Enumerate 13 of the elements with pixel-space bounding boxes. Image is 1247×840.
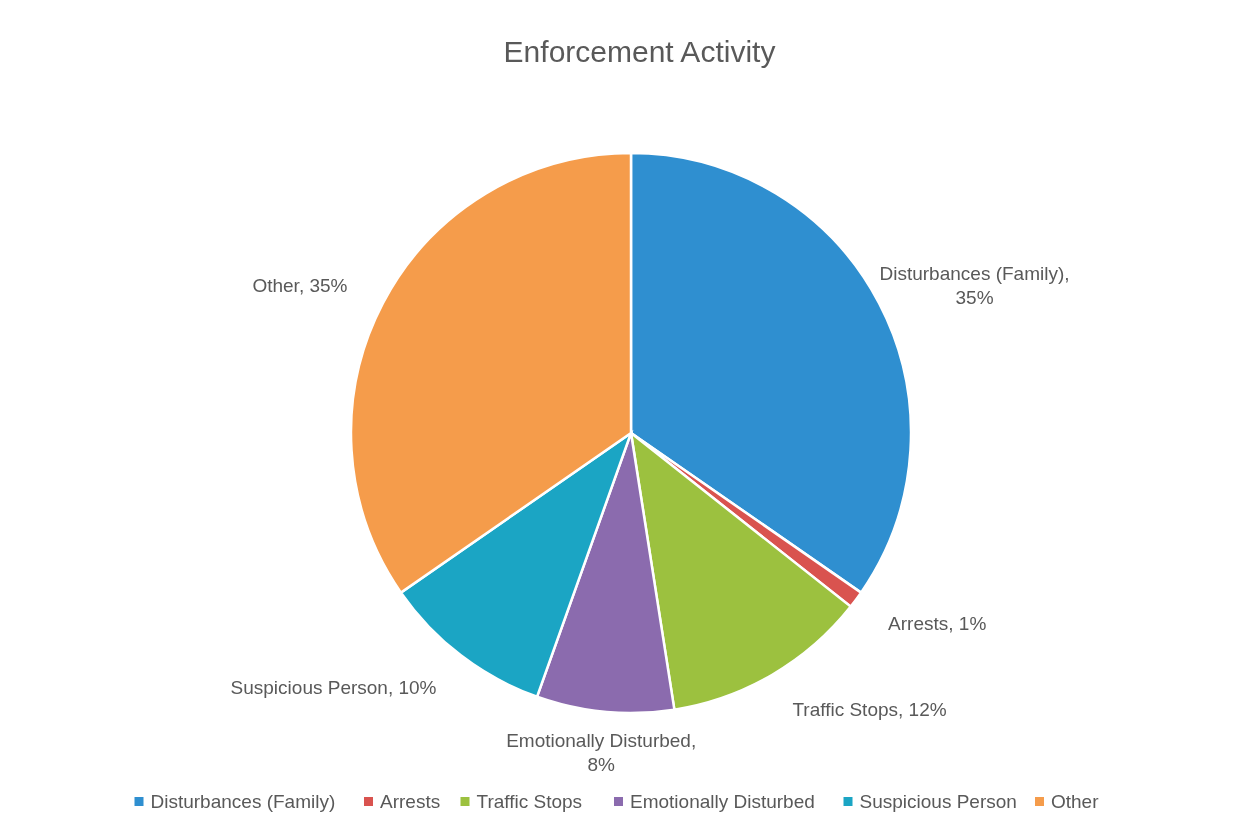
legend-label: Suspicious Person	[859, 791, 1017, 812]
legend-label: Traffic Stops	[476, 791, 583, 812]
legend-label: Disturbances (Family)	[150, 791, 336, 812]
legend-label: Other	[1051, 791, 1100, 812]
data-label: Suspicious Person, 10%	[230, 677, 437, 699]
legend-label: Arrests	[380, 791, 441, 812]
data-label: Traffic Stops, 12%	[792, 699, 947, 721]
data-label: Disturbances (Family), 35%	[879, 262, 1070, 308]
data-label: Other, 35%	[252, 274, 348, 296]
legend-label: Emotionally Disturbed	[630, 791, 815, 812]
chart-title: Enforcement Activity	[503, 35, 776, 68]
data-label: Emotionally Disturbed, 8%	[506, 729, 697, 775]
data-label: Arrests, 1%	[888, 613, 987, 635]
